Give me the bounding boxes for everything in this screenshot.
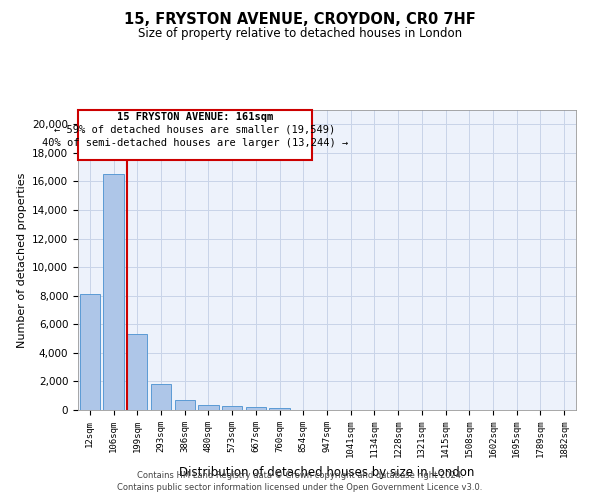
Bar [269, 408, 290, 410]
Text: ← 59% of detached houses are smaller (19,549): ← 59% of detached houses are smaller (19… [55, 125, 335, 135]
Bar [222, 406, 242, 410]
Text: Size of property relative to detached houses in London: Size of property relative to detached ho… [138, 28, 462, 40]
Y-axis label: Number of detached properties: Number of detached properties [17, 172, 26, 348]
Text: 15 FRYSTON AVENUE: 161sqm: 15 FRYSTON AVENUE: 161sqm [117, 112, 273, 122]
X-axis label: Distribution of detached houses by size in London: Distribution of detached houses by size … [179, 466, 475, 478]
Bar [199, 404, 218, 410]
Bar [246, 407, 266, 410]
Bar [103, 174, 124, 410]
Bar [151, 384, 171, 410]
Text: 40% of semi-detached houses are larger (13,244) →: 40% of semi-detached houses are larger (… [42, 138, 348, 147]
Bar [127, 334, 148, 410]
Bar [80, 294, 100, 410]
Bar [175, 400, 195, 410]
Text: 15, FRYSTON AVENUE, CROYDON, CR0 7HF: 15, FRYSTON AVENUE, CROYDON, CR0 7HF [124, 12, 476, 28]
Text: Contains HM Land Registry data © Crown copyright and database right 2024.
Contai: Contains HM Land Registry data © Crown c… [118, 471, 482, 492]
